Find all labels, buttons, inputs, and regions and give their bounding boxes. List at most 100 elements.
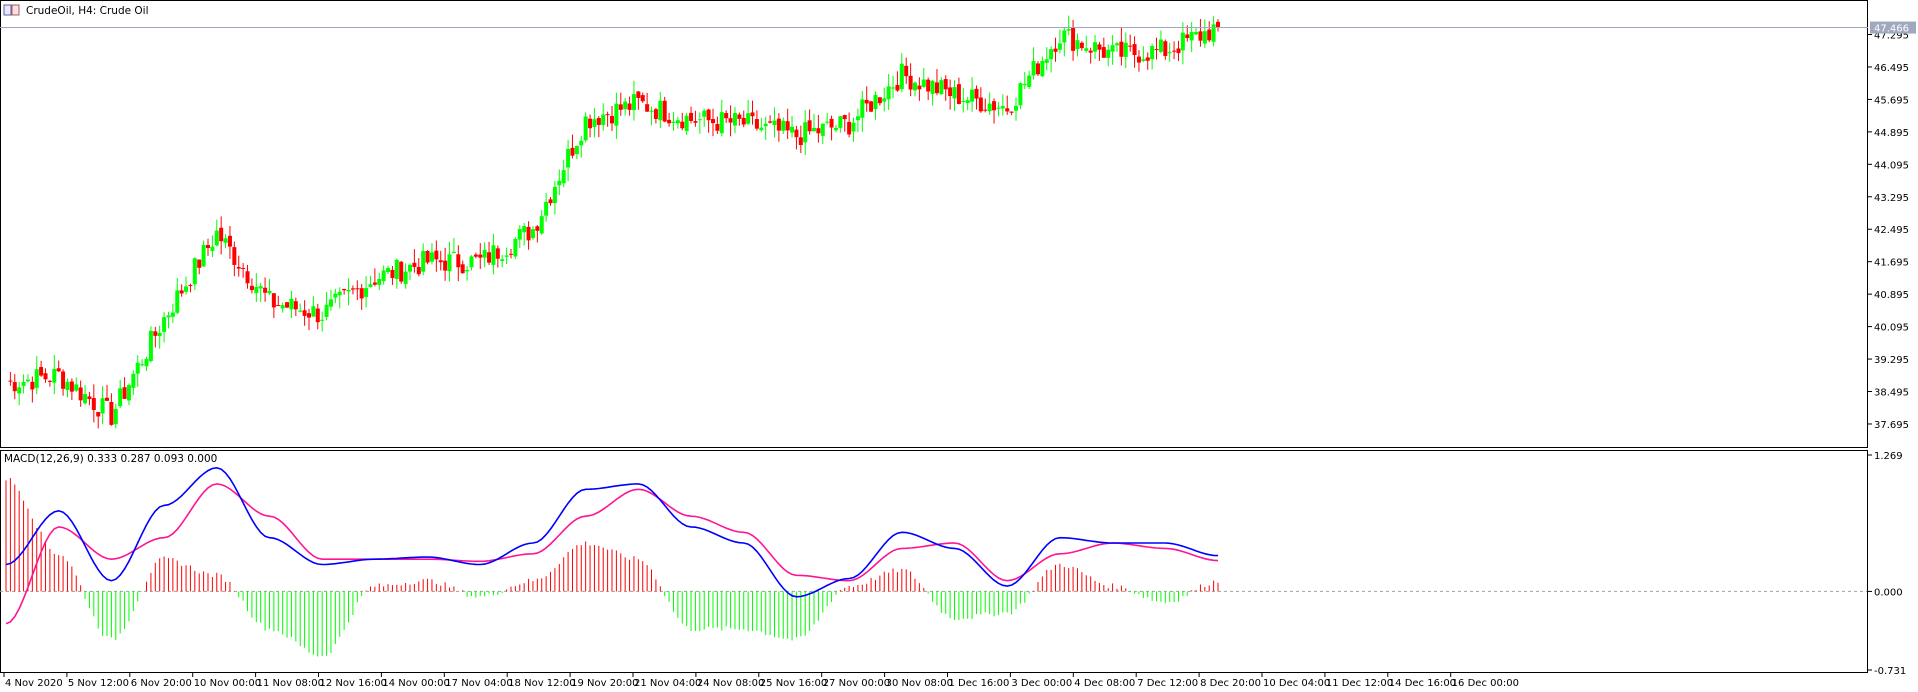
candle-body [662, 100, 667, 122]
candle-body [1049, 49, 1054, 60]
macd-title: MACD(12,26,9) 0.333 0.287 0.093 0.000 [4, 453, 217, 465]
candle-body [210, 246, 215, 251]
candle-body [1167, 52, 1172, 54]
candle-body [530, 229, 535, 239]
candle-body [772, 120, 777, 126]
candle-body [658, 100, 663, 121]
candle-body [1000, 106, 1005, 109]
candle-body [227, 235, 232, 247]
candle-body [750, 112, 755, 117]
candle-body [144, 358, 149, 367]
candle-body [618, 104, 623, 110]
candle-body [724, 113, 729, 119]
candle-body [1053, 48, 1058, 52]
candle-body [12, 382, 17, 392]
candle-body [460, 264, 465, 274]
candle-body [934, 82, 939, 94]
candle-body [236, 266, 241, 269]
time-axis: 4 Nov 2020 5 Nov 12:00 6 Nov 20:00 10 Nov 0… [3, 673, 1519, 689]
candle-body [245, 271, 250, 284]
candle-body [1189, 31, 1194, 41]
time-tick-label: 11 Nov 08:00 [257, 678, 324, 689]
candle-body [737, 114, 742, 119]
time-tick-label: 14 Nov 00:00 [382, 678, 449, 689]
candle-body [1079, 42, 1084, 49]
candle-body [412, 262, 417, 267]
candle-body [961, 100, 966, 102]
candle-body [1110, 45, 1115, 52]
macd-main-line [5, 466, 1219, 598]
candle-body [943, 79, 948, 90]
macd-y-axis: 1.269 0.000 -0.731 [1867, 451, 1906, 677]
candle-body [719, 112, 724, 134]
time-tick-label: 25 Nov 16:00 [760, 678, 827, 689]
candle-body [17, 387, 22, 394]
price-tick-label: 42.495 [1874, 225, 1909, 236]
candle-body [113, 408, 118, 425]
candle-body [588, 118, 593, 129]
price-tick-label: 38.495 [1874, 388, 1909, 399]
candle-body [552, 186, 557, 204]
symbol-title: CrudeOil, H4: Crude Oil [26, 5, 149, 17]
candle-body [276, 305, 281, 307]
candle-body [557, 180, 562, 186]
candle-body [65, 381, 70, 390]
candle-body [798, 137, 803, 146]
candle-body [368, 284, 373, 287]
time-tick-label: 1 Dec 16:00 [949, 678, 1010, 689]
candle-body [315, 308, 320, 323]
candle-body [838, 116, 843, 128]
candle-body [201, 245, 206, 267]
candle-body [1088, 50, 1093, 53]
candle-body [1101, 47, 1106, 58]
candle-body [1066, 29, 1071, 31]
price-tick-label: 40.895 [1874, 290, 1909, 301]
price-tick-label: 46.495 [1874, 63, 1909, 74]
candle-body [504, 255, 509, 257]
candle-body [1211, 24, 1216, 42]
candle-body [1176, 48, 1181, 54]
candle-body [956, 84, 961, 104]
candle-body [302, 310, 307, 316]
candle-body [781, 120, 786, 131]
candle-body [509, 253, 513, 255]
candle-body [574, 145, 579, 155]
candle-body [333, 293, 338, 298]
time-tick-label: 21 Nov 04:00 [634, 678, 701, 689]
candle-body [47, 380, 52, 382]
candle-body [500, 259, 505, 262]
candle-body [271, 293, 276, 308]
candle-body [680, 121, 685, 129]
candle-body [491, 245, 496, 265]
candle-body [675, 120, 680, 124]
candle-body [768, 121, 773, 123]
candle-body [105, 397, 109, 401]
candle-body [100, 398, 105, 414]
candle-body [298, 310, 303, 312]
candle-body [860, 99, 865, 118]
time-tick-label: 8 Dec 20:00 [1200, 678, 1261, 689]
candle-body [548, 199, 553, 204]
price-tick-label: 44.095 [1874, 160, 1909, 171]
candle-body [285, 302, 290, 308]
chart-type-icon[interactable] [3, 4, 12, 16]
macd-tick-label: 1.269 [1874, 451, 1903, 462]
candle-body [1198, 31, 1203, 41]
candle-body [864, 99, 869, 104]
candle-body [469, 256, 474, 268]
candle-body [522, 226, 527, 233]
candle-body [8, 380, 13, 382]
candle-body [610, 116, 614, 124]
candle-body [184, 286, 189, 292]
candle-body [702, 110, 707, 117]
candle-body [30, 381, 35, 390]
candle-body [640, 95, 645, 102]
candle-body [601, 114, 606, 125]
candle-body [320, 319, 325, 321]
price-panel-frame [0, 0, 1868, 448]
candle-body [882, 98, 887, 102]
candle-body [91, 398, 96, 411]
candle-body [803, 122, 808, 143]
candle-body [311, 306, 316, 317]
